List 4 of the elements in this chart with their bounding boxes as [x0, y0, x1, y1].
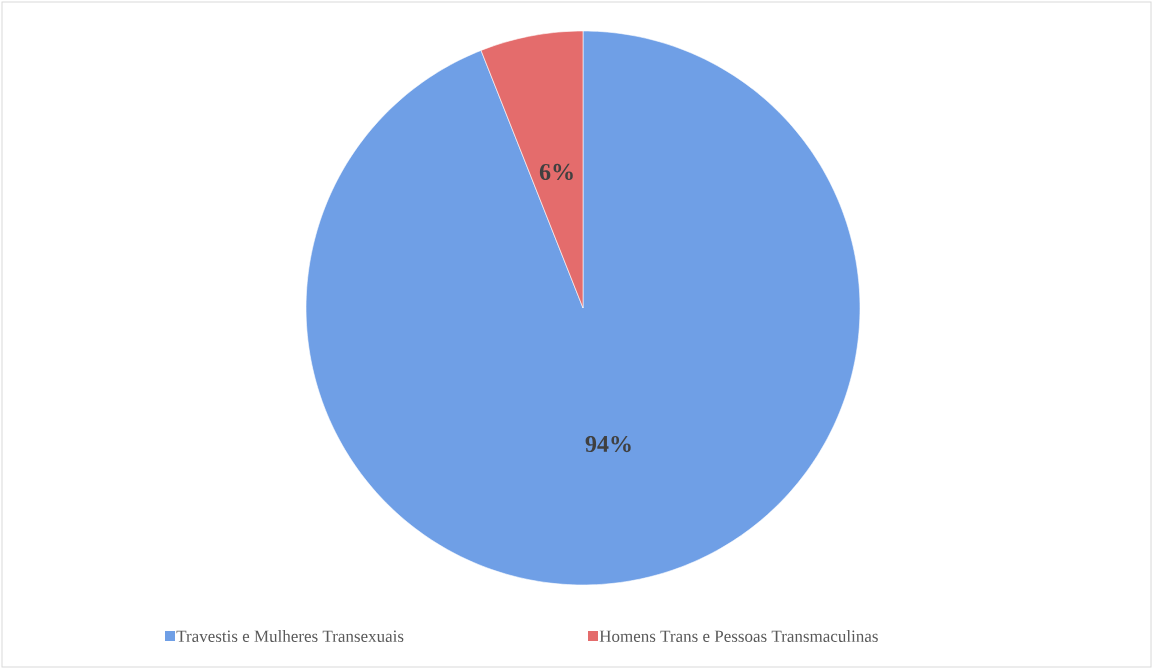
data-label: 94%	[585, 435, 631, 453]
data-label: 6%	[539, 163, 573, 181]
legend-label: Travestis e Mulheres Transexuais	[176, 630, 404, 642]
legend-label: Homens Trans e Pessoas Transmaculinas	[599, 630, 878, 642]
